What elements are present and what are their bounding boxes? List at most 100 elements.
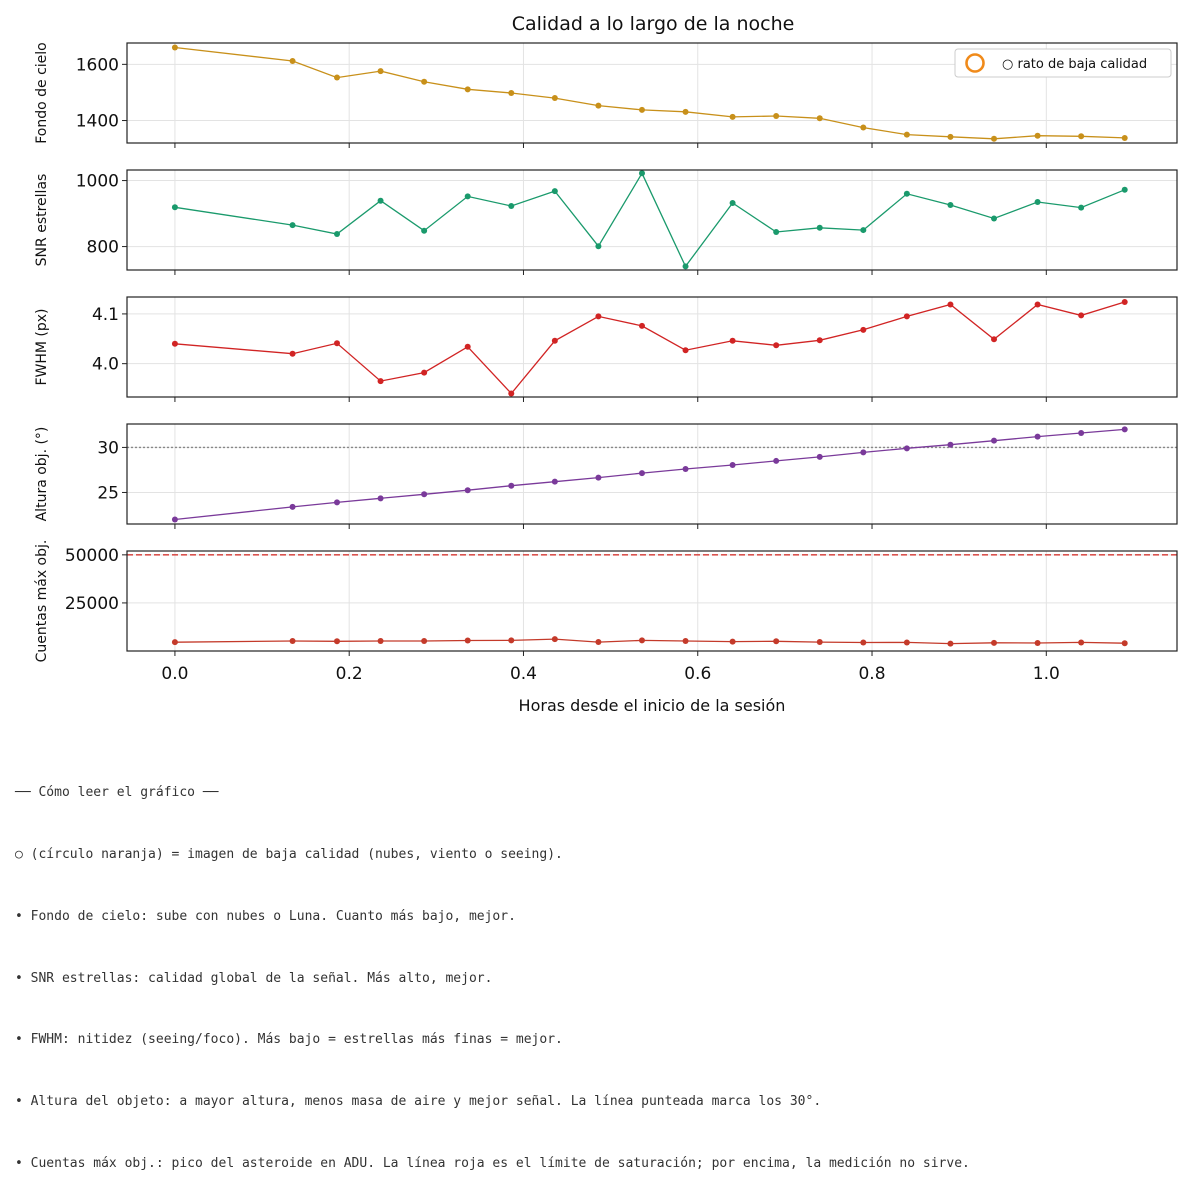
- data-point: [1121, 426, 1128, 433]
- y-axis-label: FWHM (px): [34, 308, 50, 385]
- data-point: [508, 202, 515, 209]
- y-tick-label: 4.0: [92, 355, 119, 375]
- data-point: [860, 639, 867, 646]
- data-point: [1034, 640, 1041, 647]
- x-tick-label: 0.6: [684, 664, 711, 684]
- note-line: • Cuentas máx obj.: pico del asteroide e…: [15, 1155, 970, 1171]
- y-axis-label: Cuentas máx obj.: [34, 540, 50, 663]
- y-tick-label: 25000: [65, 594, 119, 614]
- series-line: [174, 171, 1125, 268]
- reading-notes: ── Cómo leer el gráfico ── ○ (círculo na…: [15, 742, 1185, 1195]
- data-point: [773, 229, 780, 236]
- y-axis-label: SNR estrellas: [34, 174, 50, 267]
- data-point: [1034, 301, 1041, 308]
- data-point: [595, 474, 602, 481]
- data-point: [1121, 298, 1128, 305]
- data-point: [638, 170, 645, 177]
- note-line: • Fondo de cielo: sube con nubes o Luna.…: [15, 908, 516, 924]
- y-tick-label: 1600: [76, 55, 119, 75]
- panel-frame: [126, 423, 1178, 525]
- data-point: [1034, 199, 1041, 206]
- data-point: [171, 44, 178, 51]
- data-point: [816, 337, 823, 344]
- data-point: [464, 86, 471, 93]
- data-point: [1078, 204, 1085, 211]
- data-point: [773, 638, 780, 645]
- data-point: [421, 638, 428, 644]
- data-point: [903, 131, 910, 138]
- data-point: [903, 445, 910, 452]
- data-point: [816, 224, 823, 231]
- data-point: [682, 638, 689, 644]
- y-axis-label: Fondo de cielo: [34, 42, 50, 144]
- note-line: • SNR estrellas: calidad global de la se…: [15, 970, 493, 986]
- data-point: [1078, 133, 1085, 140]
- panel-2: 800 1000 SNR estrellas: [34, 169, 1178, 275]
- data-point: [638, 106, 645, 113]
- data-point: [638, 637, 645, 644]
- data-point: [289, 222, 296, 229]
- data-point: [1121, 640, 1128, 647]
- note-line: ○ (círculo naranja) = imagen de baja cal…: [15, 846, 563, 862]
- legend-box: [954, 48, 1172, 78]
- data-point: [682, 466, 689, 473]
- data-point: [1034, 132, 1041, 139]
- data-point: [508, 90, 515, 96]
- series-line: [174, 428, 1125, 521]
- data-point: [860, 449, 867, 456]
- data-point: [816, 115, 823, 122]
- x-axis-label: Horas desde el inicio de la sesión: [519, 696, 786, 715]
- data-point: [551, 636, 558, 643]
- data-point: [334, 231, 340, 238]
- x-tick-label: 0.4: [510, 664, 537, 684]
- data-point: [773, 457, 780, 464]
- data-point: [682, 108, 689, 115]
- data-point: [595, 243, 602, 250]
- data-point: [464, 487, 471, 494]
- legend-label: ○ rato de baja calidad: [1002, 57, 1147, 72]
- y-tick-label: 1000: [76, 172, 119, 192]
- data-point: [551, 478, 558, 485]
- panel-frame: [126, 296, 1178, 398]
- y-axis-label: Altura obj. (°): [34, 427, 50, 522]
- data-point: [991, 135, 998, 142]
- data-point: [638, 322, 645, 329]
- data-point: [903, 190, 910, 197]
- data-point: [464, 343, 471, 350]
- data-point: [508, 482, 515, 489]
- data-point: [289, 57, 296, 64]
- notes-heading: ── Cómo leer el gráfico ──: [15, 785, 219, 801]
- y-tick-label: 25: [97, 483, 119, 503]
- data-point: [464, 637, 471, 644]
- data-point: [289, 350, 296, 357]
- data-point: [334, 638, 340, 645]
- data-point: [171, 204, 178, 211]
- data-point: [377, 68, 384, 75]
- panel-frame: [126, 42, 1178, 144]
- y-tick-label: 30: [97, 438, 119, 458]
- data-point: [551, 95, 558, 102]
- data-point: [729, 200, 736, 207]
- data-point: [377, 197, 384, 204]
- panel-4: 25 30 Altura obj. (°): [34, 423, 1178, 529]
- data-point: [816, 453, 823, 460]
- data-point: [1078, 312, 1085, 319]
- data-point: [682, 347, 689, 354]
- y-tick-label: 50000: [65, 546, 119, 566]
- data-point: [595, 313, 602, 320]
- data-point: [377, 495, 384, 502]
- data-point: [682, 263, 689, 270]
- data-point: [947, 640, 954, 647]
- data-point: [638, 470, 645, 477]
- data-point: [860, 124, 867, 131]
- data-point: [991, 437, 998, 444]
- data-point: [421, 227, 428, 234]
- y-tick-label: 1400: [76, 112, 119, 132]
- data-point: [421, 78, 428, 85]
- data-point: [947, 301, 954, 308]
- note-line: • FWHM: nitidez (seeing/foco). Más bajo …: [15, 1032, 563, 1048]
- legend-marker-icon: [965, 53, 985, 73]
- data-point: [595, 102, 602, 109]
- data-point: [860, 326, 867, 333]
- data-point: [171, 340, 178, 347]
